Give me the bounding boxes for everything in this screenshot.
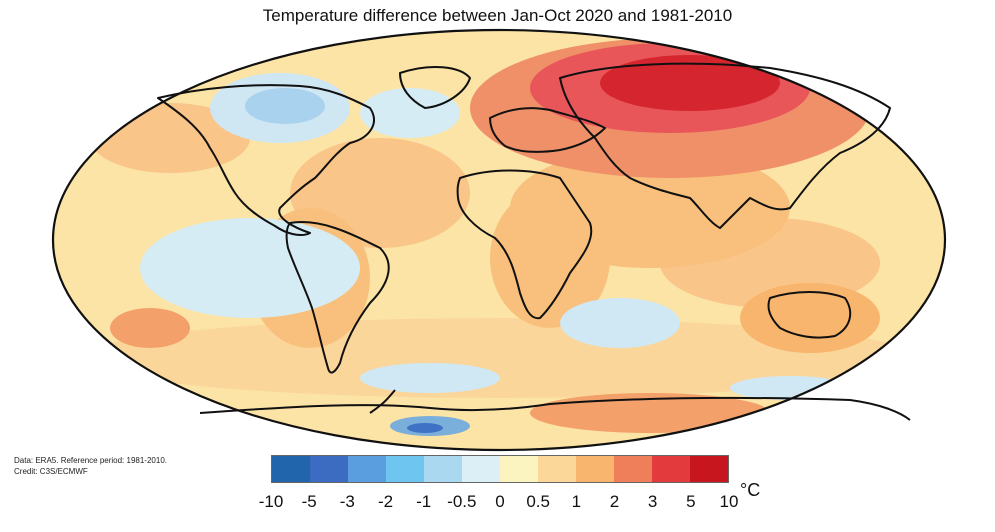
legend-tick-label: -2 — [377, 492, 394, 511]
credits: Data: ERA5. Reference period: 1981-2010.… — [14, 455, 167, 477]
antarctic-peninsula-outline — [369, 389, 396, 414]
globe-border — [51, 28, 947, 452]
australia-outline — [767, 291, 852, 339]
legend-swatch — [576, 456, 614, 482]
legend-swatch — [690, 456, 728, 482]
legend-tick-label: -3 — [339, 492, 355, 511]
south-indian-cool-zone — [560, 298, 680, 348]
legend-swatch — [538, 456, 576, 482]
south-america-outline — [285, 221, 390, 374]
legend-tick-label: -5 — [301, 492, 317, 511]
legend-tick-label: -10 — [258, 492, 284, 511]
antarctica-outline — [199, 396, 911, 421]
north-america-outline — [157, 84, 375, 236]
legend-swatch — [424, 456, 462, 482]
data-source-text: Data: ERA5. Reference period: 1981-2010. — [14, 456, 167, 465]
legend-swatch — [500, 456, 538, 482]
legend-swatch — [310, 456, 348, 482]
legend-swatch — [652, 456, 690, 482]
legend-swatch — [386, 456, 424, 482]
unit-label: °C — [740, 480, 761, 500]
weddell-sea-extreme-cold — [407, 423, 443, 433]
siberia-extreme-zone — [600, 55, 780, 111]
world-temperature-map — [50, 28, 948, 453]
legend-swatch — [614, 456, 652, 482]
south-pacific-warm-patch — [110, 308, 190, 348]
greenland-outline — [399, 66, 471, 109]
legend-tick-label: 5 — [686, 492, 696, 511]
antarctic-warm-zone — [530, 393, 770, 433]
australia-warm-zone — [740, 283, 880, 353]
legend-tick-label: -1 — [416, 492, 432, 511]
credit-text: Credit: C3S/ECMWF — [14, 467, 88, 476]
legend-tick-label: 0.5 — [526, 492, 550, 511]
east-pacific-cool-zone — [140, 218, 360, 318]
legend-tick-label: 1 — [571, 492, 582, 511]
legend-tick-label: 10 — [719, 492, 739, 511]
south-atlantic-cool-zone — [360, 363, 500, 393]
color-legend — [271, 455, 729, 483]
legend-tick-label: -0.5 — [447, 492, 477, 511]
map-title: Temperature difference between Jan-Oct 2… — [262, 6, 733, 25]
legend-tick-label: 0 — [495, 492, 505, 511]
legend-swatch — [462, 456, 500, 482]
hudson-bay-cool-zone — [245, 88, 325, 124]
asia-outline — [559, 62, 891, 229]
africa-outline — [456, 169, 593, 320]
legend-tick-label: 2 — [609, 492, 620, 511]
legend-swatch — [348, 456, 386, 482]
legend-swatch — [272, 456, 310, 482]
map-svg — [51, 28, 947, 452]
legend-tick-label: 3 — [647, 492, 658, 511]
north-atlantic-cool-zone — [360, 88, 460, 138]
coastlines — [157, 62, 911, 421]
europe-outline — [489, 107, 606, 153]
legend-tick-labels: -10 -5 -3 -2 -1 -0.5 0 0.5 1 2 3 5 10 — [250, 492, 750, 512]
